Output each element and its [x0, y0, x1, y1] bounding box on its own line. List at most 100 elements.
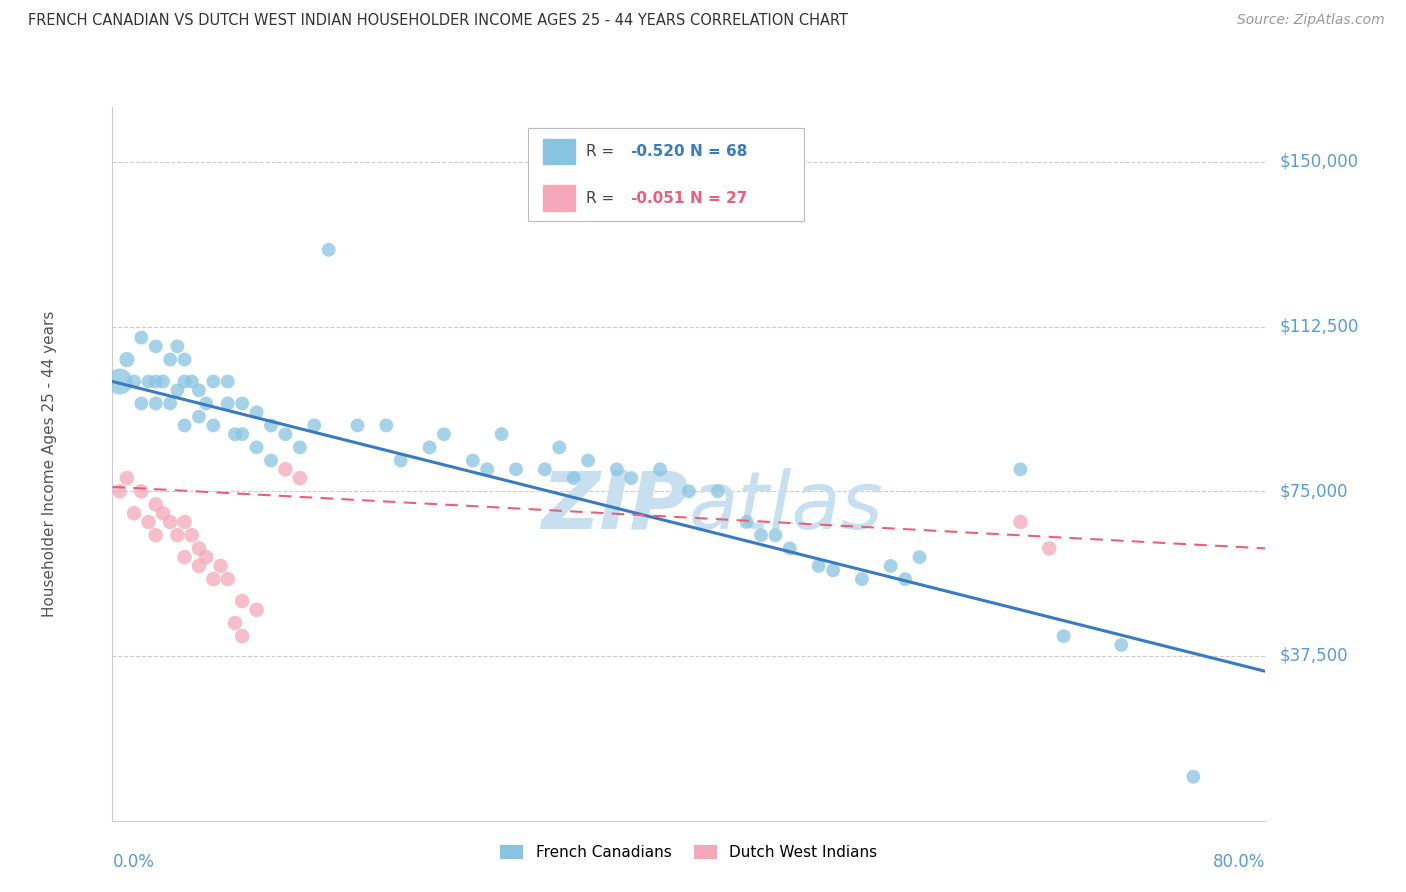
Point [217, 375, 239, 389]
Text: $75,000: $75,000 [1279, 483, 1348, 500]
Point [166, 528, 188, 542]
Point [433, 427, 456, 442]
Point [145, 396, 167, 410]
Text: ZIP: ZIP [541, 467, 689, 546]
Text: R =: R = [586, 145, 620, 159]
Text: N = 27: N = 27 [690, 191, 748, 205]
Text: N = 68: N = 68 [690, 145, 748, 159]
Point [475, 462, 498, 476]
Point [260, 453, 283, 467]
Point [145, 339, 167, 353]
Point [461, 453, 484, 467]
Point [188, 558, 211, 573]
Point [1010, 462, 1032, 476]
Point [138, 375, 160, 389]
Point [576, 453, 599, 467]
Point [821, 563, 844, 577]
Point [749, 528, 772, 542]
Point [389, 453, 412, 467]
Point [202, 572, 225, 586]
Point [188, 541, 211, 556]
Point [180, 528, 202, 542]
FancyBboxPatch shape [527, 128, 804, 221]
Point [122, 375, 145, 389]
Point [1038, 541, 1060, 556]
Point [505, 462, 527, 476]
Point [288, 471, 311, 485]
Point [491, 427, 513, 442]
Point [779, 541, 801, 556]
Point [1182, 770, 1205, 784]
Point [145, 498, 167, 512]
Point [533, 462, 555, 476]
Text: $112,500: $112,500 [1279, 318, 1358, 335]
Point [173, 550, 195, 565]
Point [224, 615, 246, 630]
Point [1111, 638, 1133, 652]
Point [678, 484, 700, 499]
Point [173, 515, 195, 529]
Point [108, 484, 131, 499]
Point [159, 515, 181, 529]
Point [606, 462, 628, 476]
Point [274, 427, 297, 442]
Point [245, 405, 267, 419]
Point [548, 441, 571, 455]
Legend: French Canadians, Dutch West Indians: French Canadians, Dutch West Indians [495, 839, 883, 866]
Point [765, 528, 787, 542]
Point [159, 352, 181, 367]
Text: FRENCH CANADIAN VS DUTCH WEST INDIAN HOUSEHOLDER INCOME AGES 25 - 44 YEARS CORRE: FRENCH CANADIAN VS DUTCH WEST INDIAN HOU… [28, 13, 848, 29]
Point [908, 550, 931, 565]
Point [195, 396, 218, 410]
Point [894, 572, 917, 586]
Text: R =: R = [586, 191, 620, 205]
Point [173, 418, 195, 433]
Point [152, 506, 174, 520]
Point [706, 484, 728, 499]
Point [180, 375, 202, 389]
Point [152, 375, 174, 389]
Point [648, 462, 672, 476]
Point [166, 384, 188, 398]
Text: 80.0%: 80.0% [1213, 853, 1265, 871]
Point [224, 427, 246, 442]
Point [231, 594, 253, 608]
Point [620, 471, 643, 485]
Point [217, 572, 239, 586]
Point [245, 603, 267, 617]
Point [231, 629, 253, 643]
Point [1052, 629, 1074, 643]
Point [209, 558, 232, 573]
Point [108, 375, 131, 389]
Point [173, 352, 195, 367]
Point [202, 375, 225, 389]
Point [562, 471, 585, 485]
Text: $150,000: $150,000 [1279, 153, 1358, 171]
Text: Source: ZipAtlas.com: Source: ZipAtlas.com [1237, 13, 1385, 28]
Point [346, 418, 368, 433]
Point [129, 484, 153, 499]
Point [231, 396, 253, 410]
Text: -0.520: -0.520 [630, 145, 685, 159]
Text: Householder Income Ages 25 - 44 years: Householder Income Ages 25 - 44 years [42, 310, 56, 617]
Point [851, 572, 873, 586]
Text: 0.0%: 0.0% [112, 853, 155, 871]
Point [375, 418, 398, 433]
Point [145, 375, 167, 389]
Text: -0.051: -0.051 [630, 191, 685, 205]
Point [288, 441, 311, 455]
Point [260, 418, 283, 433]
Point [115, 471, 138, 485]
Point [318, 243, 340, 257]
Point [304, 418, 326, 433]
Point [115, 352, 138, 367]
Point [173, 375, 195, 389]
Point [122, 506, 145, 520]
Text: $37,500: $37,500 [1279, 647, 1348, 665]
Point [735, 515, 758, 529]
Bar [543, 186, 575, 211]
Point [1010, 515, 1032, 529]
Point [807, 558, 830, 573]
Point [166, 339, 188, 353]
Point [129, 330, 153, 344]
